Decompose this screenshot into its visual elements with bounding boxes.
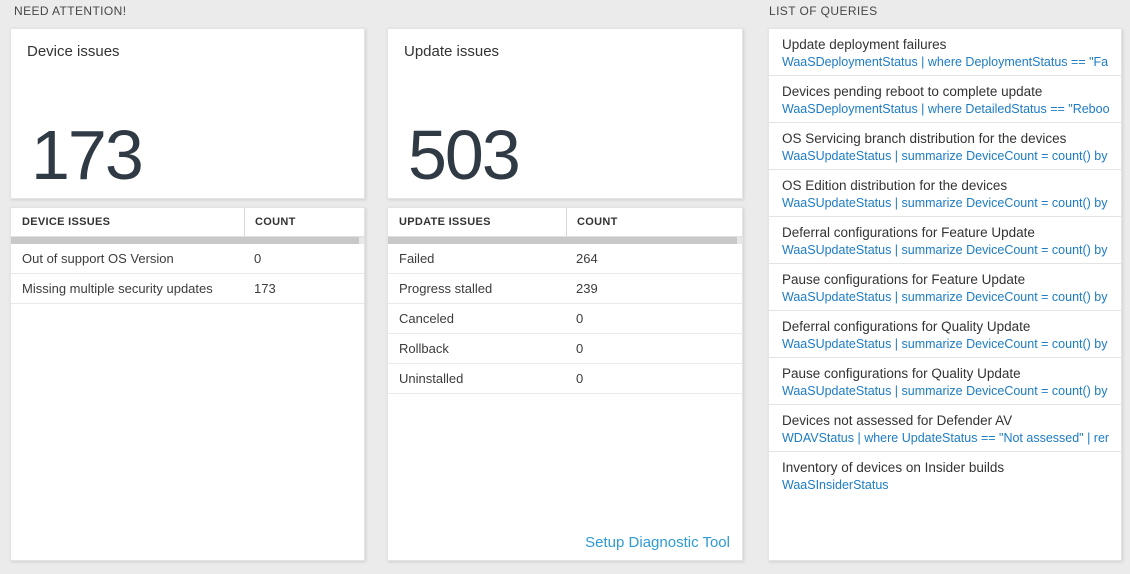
- row-label: Uninstalled: [399, 371, 464, 386]
- need-attention-section-title: NEED ATTENTION!: [14, 4, 127, 18]
- row-count: 239: [576, 281, 598, 296]
- query-list-item[interactable]: OS Edition distribution for the devices …: [769, 170, 1121, 217]
- update-issues-count: 503: [408, 116, 521, 194]
- update-issues-table-header: UPDATE ISSUES COUNT: [388, 208, 742, 237]
- device-issues-summary-tile[interactable]: Device issues 173: [10, 28, 365, 199]
- query-text: WDAVStatus | where UpdateStatus == "Not …: [782, 431, 1109, 445]
- row-count: 0: [254, 251, 262, 266]
- table-row[interactable]: Failed 264: [388, 244, 742, 274]
- query-title: Deferral configurations for Feature Upda…: [782, 225, 1035, 240]
- row-label: Out of support OS Version: [22, 251, 174, 266]
- query-text: WaaSUpdateStatus | summarize DeviceCount…: [782, 384, 1109, 398]
- query-title: Devices pending reboot to complete updat…: [782, 84, 1043, 99]
- row-label: Failed: [399, 251, 435, 266]
- row-count: 173: [254, 281, 276, 296]
- row-count: 0: [576, 311, 584, 326]
- table-row[interactable]: Rollback 0: [388, 334, 742, 364]
- query-list-item[interactable]: Deferral configurations for Quality Upda…: [769, 311, 1121, 358]
- update-issues-title: Update issues: [404, 43, 500, 60]
- query-title: Pause configurations for Feature Update: [782, 272, 1026, 287]
- query-text: WaaSDeploymentStatus | where DetailedSta…: [782, 102, 1109, 116]
- query-text: WaaSUpdateStatus | summarize DeviceCount…: [782, 337, 1109, 351]
- device-issues-header-label: DEVICE ISSUES: [22, 216, 111, 228]
- device-issues-table-tile: DEVICE ISSUES COUNT Out of support OS Ve…: [10, 207, 365, 561]
- update-issues-summary-tile[interactable]: Update issues 503: [387, 28, 743, 199]
- query-text: WaaSUpdateStatus | summarize DeviceCount…: [782, 149, 1109, 163]
- row-count: 0: [576, 371, 584, 386]
- update-table-horizontal-scrollbar[interactable]: [388, 237, 742, 244]
- device-issues-header-count: COUNT: [244, 208, 364, 236]
- query-title: Devices not assessed for Defender AV: [782, 413, 1013, 428]
- row-count: 264: [576, 251, 598, 266]
- table-row[interactable]: Uninstalled 0: [388, 364, 742, 394]
- query-text: WaaSInsiderStatus: [782, 478, 889, 492]
- row-count: 0: [576, 341, 584, 356]
- query-list-item[interactable]: Update deployment failures WaaSDeploymen…: [769, 29, 1121, 76]
- query-list-item[interactable]: Pause configurations for Quality Update …: [769, 358, 1121, 405]
- query-title: Inventory of devices on Insider builds: [782, 460, 1005, 475]
- row-label: Rollback: [399, 341, 449, 356]
- query-list-item[interactable]: Devices pending reboot to complete updat…: [769, 76, 1121, 123]
- table-row[interactable]: Canceled 0: [388, 304, 742, 334]
- query-text: WaaSUpdateStatus | summarize DeviceCount…: [782, 290, 1109, 304]
- table-row[interactable]: Missing multiple security updates 173: [11, 274, 364, 304]
- query-title: OS Servicing branch distribution for the…: [782, 131, 1067, 146]
- query-title: Deferral configurations for Quality Upda…: [782, 319, 1031, 334]
- device-table-horizontal-scrollbar[interactable]: [11, 237, 364, 244]
- setup-diagnostic-tool-link[interactable]: Setup Diagnostic Tool: [585, 534, 730, 551]
- table-row[interactable]: Progress stalled 239: [388, 274, 742, 304]
- device-issues-table-header: DEVICE ISSUES COUNT: [11, 208, 364, 237]
- list-of-queries-tile: Update deployment failures WaaSDeploymen…: [768, 28, 1122, 561]
- query-list-item[interactable]: Pause configurations for Feature Update …: [769, 264, 1121, 311]
- table-row[interactable]: Out of support OS Version 0: [11, 244, 364, 274]
- update-issues-header-label: UPDATE ISSUES: [399, 216, 491, 228]
- update-issues-header-count: COUNT: [566, 208, 742, 236]
- query-list-item[interactable]: OS Servicing branch distribution for the…: [769, 123, 1121, 170]
- scrollbar-thumb[interactable]: [388, 237, 737, 244]
- scrollbar-thumb[interactable]: [11, 237, 359, 244]
- query-text: WaaSDeploymentStatus | where DeploymentS…: [782, 55, 1109, 69]
- query-text: WaaSUpdateStatus | summarize DeviceCount…: [782, 243, 1109, 257]
- list-of-queries-section-title: LIST OF QUERIES: [769, 4, 878, 18]
- query-list-item[interactable]: Inventory of devices on Insider builds W…: [769, 452, 1121, 499]
- query-title: Pause configurations for Quality Update: [782, 366, 1021, 381]
- row-label: Progress stalled: [399, 281, 493, 296]
- query-text: WaaSUpdateStatus | summarize DeviceCount…: [782, 196, 1109, 210]
- row-label: Canceled: [399, 311, 454, 326]
- device-issues-count: 173: [31, 116, 144, 194]
- query-title: OS Edition distribution for the devices: [782, 178, 1008, 193]
- update-issues-table-tile: UPDATE ISSUES COUNT Failed 264 Progress …: [387, 207, 743, 561]
- query-list-item[interactable]: Devices not assessed for Defender AV WDA…: [769, 405, 1121, 452]
- row-label: Missing multiple security updates: [22, 281, 213, 296]
- device-issues-title: Device issues: [27, 43, 120, 60]
- query-list-item[interactable]: Deferral configurations for Feature Upda…: [769, 217, 1121, 264]
- query-title: Update deployment failures: [782, 37, 947, 52]
